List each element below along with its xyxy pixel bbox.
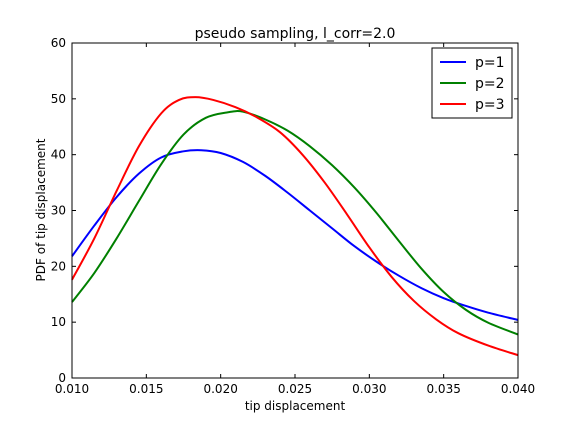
series-layer bbox=[71, 96, 519, 357]
legend-label: p=2 bbox=[475, 76, 505, 92]
y-axis-label: PDF of tip displacement bbox=[34, 138, 48, 281]
series-line-p=2 bbox=[71, 110, 519, 336]
legend-label: p=1 bbox=[475, 55, 505, 71]
legend: p=1 p=2 p=3 bbox=[431, 47, 513, 119]
series-line-p=1 bbox=[71, 149, 519, 321]
y-tick-label: 50 bbox=[51, 92, 66, 106]
y-tick-label: 60 bbox=[51, 36, 66, 50]
y-tick-label: 0 bbox=[58, 371, 66, 385]
chart-title: pseudo sampling, l_corr=2.0 bbox=[195, 26, 396, 42]
plot-frame bbox=[71, 42, 519, 379]
y-tick-label: 30 bbox=[51, 204, 66, 218]
y-tick-label: 20 bbox=[51, 259, 66, 273]
x-tick-label: 0.025 bbox=[278, 382, 312, 396]
x-tick-label: 0.010 bbox=[55, 382, 89, 396]
series-line-p=3 bbox=[71, 96, 519, 357]
x-tick-label: 0.015 bbox=[129, 382, 163, 396]
y-tick-label: 10 bbox=[51, 315, 66, 329]
tick-layer: 0.010 0.015 0.020 0.025 0.030 0.035 0.040 0 10 20… bbox=[51, 36, 535, 396]
x-axis-label: tip displacement bbox=[245, 399, 346, 413]
x-tick-label: 0.035 bbox=[426, 382, 460, 396]
x-tick-label: 0.040 bbox=[501, 382, 535, 396]
x-tick-label: 0.030 bbox=[352, 382, 386, 396]
y-tick-label: 40 bbox=[51, 148, 66, 162]
x-tick-label: 0.020 bbox=[203, 382, 237, 396]
legend-label: p=3 bbox=[475, 97, 505, 113]
